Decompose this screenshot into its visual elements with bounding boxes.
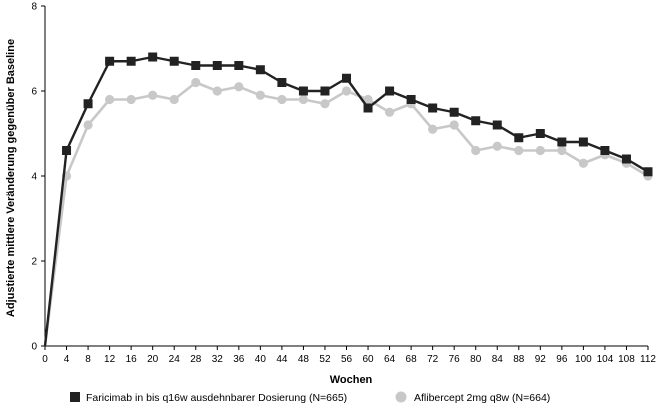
data-point [320,99,330,109]
data-point [126,94,136,105]
x-tick-label: 48 [298,354,310,365]
data-point [578,158,588,168]
y-axis-title: Adjustierte mittlere Veränderung gegenüb… [5,39,17,317]
x-tick-label: 80 [470,354,482,365]
data-point [298,86,308,96]
data-point [406,95,416,104]
legend-marker-series-2 [395,391,407,403]
data-point [277,94,287,105]
x-tick-label: 96 [556,354,568,365]
data-point [471,145,481,156]
data-point [428,103,438,113]
x-tick-label: 20 [147,354,159,365]
data-point [277,78,287,87]
data-point [363,103,373,113]
y-tick-label: 6 [31,87,37,98]
data-point [212,86,222,96]
legend: Faricimab in bis q16w ausdehnbarer Dosie… [70,391,550,404]
data-point [621,154,631,164]
series-2-line [43,81,649,347]
data-point [557,137,567,147]
x-tick-label: 52 [319,354,331,365]
x-tick-label: 12 [104,354,116,365]
data-point [385,86,395,96]
x-tick-label: 64 [384,354,396,365]
x-tick-label: 56 [341,354,353,365]
x-axis-ticks: 0 4 8 12 16 20 24 28 32 36 40 44 48 52 56 60 64 68 72 76 80 8… [42,346,656,365]
y-tick-label: 8 [31,2,37,13]
x-tick-label: 40 [255,354,267,365]
x-tick-label: 28 [190,354,202,365]
x-tick-label: 8 [85,354,91,365]
data-point [449,120,459,130]
x-tick-label: 60 [362,354,374,365]
data-point [492,120,502,130]
x-tick-label: 16 [126,354,138,365]
data-point [255,90,265,100]
data-point [234,61,244,70]
data-point [535,129,545,138]
data-point [126,56,136,66]
y-tick-label: 2 [31,257,37,268]
data-point [83,99,93,109]
legend-label-series-2: Aflibercept 2mg q8w (N=664) [414,392,550,404]
y-tick-label: 4 [31,172,37,183]
x-tick-label: 76 [449,354,461,365]
series-2 [43,77,653,347]
data-point [471,116,481,126]
x-tick-label: 32 [212,354,224,365]
x-axis-title: Wochen [330,374,373,386]
data-point [600,146,610,155]
data-point [169,94,179,105]
data-point [320,86,330,96]
data-point [212,61,222,70]
data-point [191,77,201,88]
x-tick-label: 112 [640,354,656,365]
data-point [298,94,309,105]
data-point [428,124,438,134]
x-tick-label: 84 [492,354,504,365]
data-point [169,56,179,66]
data-point [514,133,524,143]
legend-label-series-1: Faricimab in bis q16w ausdehnbarer Dosie… [86,392,347,404]
x-tick-label: 72 [427,354,439,365]
data-point [342,73,351,83]
data-point [255,65,265,75]
data-point [191,61,201,70]
data-point [643,167,653,177]
data-point [535,145,545,156]
series-layer [43,52,653,347]
x-tick-label: 104 [597,354,614,365]
x-tick-label: 4 [64,354,70,365]
x-tick-label: 92 [535,354,547,365]
x-tick-label: 44 [276,354,288,365]
x-tick-label: 108 [618,354,635,365]
data-point [341,86,352,96]
data-point [148,52,158,62]
x-tick-label: 100 [575,354,592,365]
data-point [105,56,115,66]
data-point [148,90,158,100]
legend-marker-series-1 [70,392,80,402]
data-point [514,145,524,156]
data-point [363,94,373,105]
x-tick-label: 0 [42,354,48,365]
data-point [234,82,244,92]
y-tick-label: 0 [31,342,37,353]
data-point [449,107,459,117]
data-point [83,120,93,130]
data-point [62,146,72,155]
data-point [384,107,395,117]
data-point [105,94,115,105]
y-axis-ticks: 0 2 4 6 8 [31,2,45,353]
x-tick-label: 68 [406,354,418,365]
data-point [557,145,567,156]
data-point [578,137,588,147]
series-1 [43,52,653,347]
x-tick-label: 88 [513,354,525,365]
data-point [492,141,502,151]
x-tick-label: 36 [233,354,245,365]
x-tick-label: 24 [169,354,181,365]
